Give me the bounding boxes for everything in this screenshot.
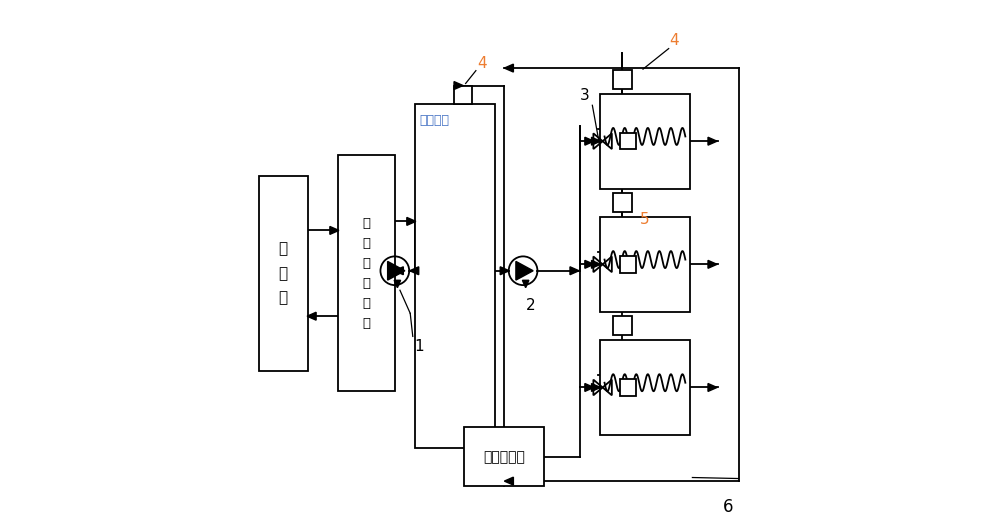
- Polygon shape: [388, 262, 405, 280]
- Bar: [259, 176, 308, 371]
- Bar: [600, 94, 690, 189]
- Text: 油
水
热
交
换
器: 油 水 热 交 换 器: [363, 217, 371, 330]
- Bar: [415, 104, 495, 448]
- Polygon shape: [708, 260, 717, 268]
- Polygon shape: [585, 383, 594, 391]
- Text: 6: 6: [723, 498, 734, 516]
- Bar: [600, 340, 690, 435]
- Polygon shape: [570, 267, 579, 275]
- Polygon shape: [407, 217, 416, 226]
- Polygon shape: [708, 383, 717, 391]
- Bar: [620, 133, 636, 150]
- Polygon shape: [592, 260, 601, 268]
- Bar: [613, 316, 632, 335]
- Polygon shape: [394, 280, 401, 288]
- Text: 1: 1: [414, 339, 424, 354]
- Bar: [613, 193, 632, 212]
- Bar: [620, 256, 636, 272]
- Bar: [464, 427, 544, 486]
- Polygon shape: [516, 262, 533, 280]
- Bar: [600, 217, 690, 312]
- Text: 3: 3: [580, 88, 590, 103]
- Bar: [338, 155, 395, 391]
- Text: 保温水箱: 保温水箱: [419, 114, 449, 127]
- Polygon shape: [500, 267, 509, 275]
- Polygon shape: [708, 137, 717, 145]
- Polygon shape: [454, 82, 463, 90]
- Polygon shape: [410, 267, 419, 275]
- Polygon shape: [330, 227, 339, 234]
- Polygon shape: [585, 137, 594, 145]
- Bar: [454, 85, 472, 104]
- Polygon shape: [592, 383, 601, 391]
- Polygon shape: [585, 260, 594, 268]
- Bar: [620, 379, 636, 395]
- Polygon shape: [504, 64, 513, 72]
- Text: 2: 2: [526, 298, 535, 313]
- Text: 5: 5: [640, 212, 650, 227]
- Text: 4: 4: [670, 33, 679, 47]
- Polygon shape: [394, 267, 403, 275]
- Polygon shape: [504, 477, 513, 485]
- Text: 空
压
机: 空 压 机: [279, 241, 288, 305]
- Text: 温度调节器: 温度调节器: [483, 450, 525, 464]
- Text: 4: 4: [477, 56, 487, 71]
- Polygon shape: [592, 137, 601, 145]
- Polygon shape: [522, 280, 529, 288]
- Bar: [613, 70, 632, 89]
- Polygon shape: [307, 312, 316, 320]
